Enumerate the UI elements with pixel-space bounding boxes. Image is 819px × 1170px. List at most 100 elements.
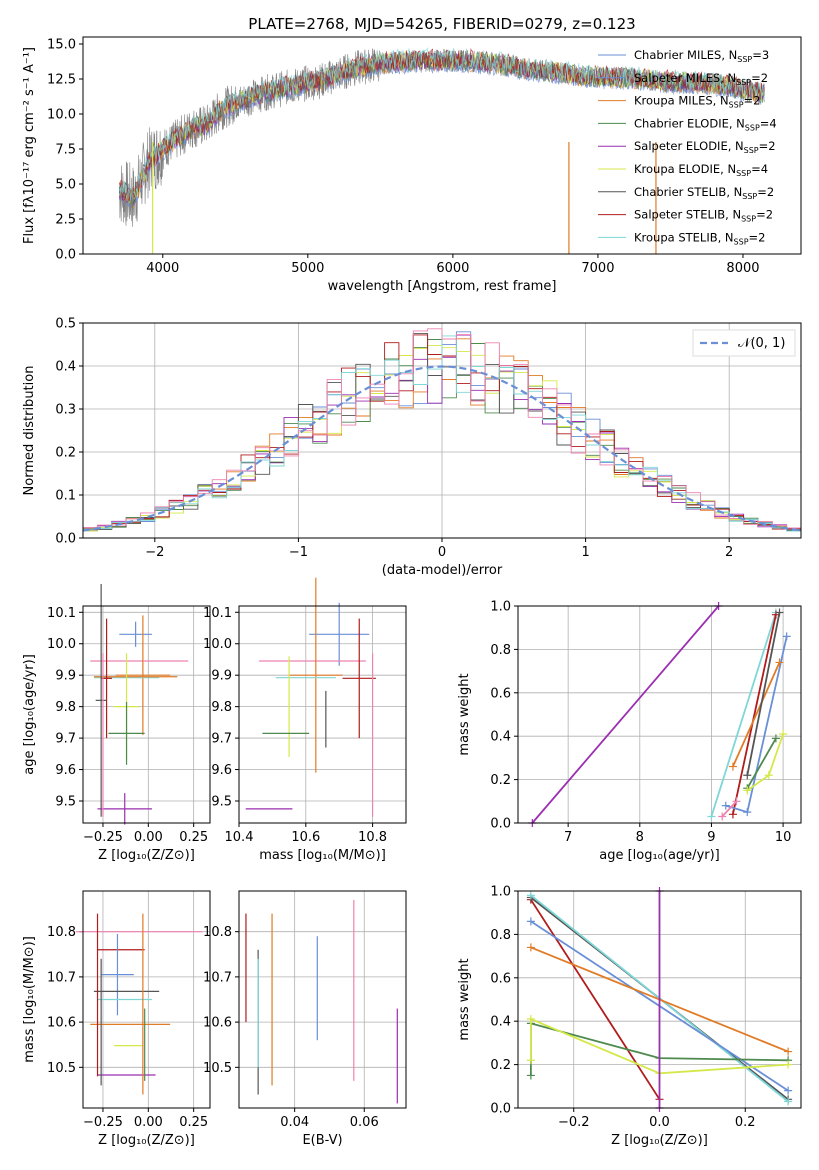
x-tick-label: 8000 <box>726 261 759 276</box>
x-tick-label: −2 <box>145 545 164 560</box>
weight-marker <box>782 632 791 641</box>
plot-frame <box>238 605 407 824</box>
x-tick-label: 6000 <box>436 261 469 276</box>
weight-line-2 <box>732 614 777 815</box>
legend-entry: Salpeter STELIB, NSSP=2 <box>634 208 773 224</box>
y-tick-label: 0.0 <box>55 532 76 547</box>
weight-line-8 <box>721 800 738 818</box>
x-tick-label: 2 <box>725 545 733 560</box>
y-tick-label: 10.0 <box>203 637 232 652</box>
weight-marker <box>721 801 730 810</box>
x-tick-label: 4000 <box>146 261 179 276</box>
y-axis-label: age [log₁₀(age/yr)] <box>22 654 37 775</box>
x-tick-label: −0.25 <box>83 1115 123 1130</box>
y-tick-label: 10.8 <box>47 925 76 940</box>
weight-marker <box>743 786 752 795</box>
plot-frame <box>82 890 211 1109</box>
normal-curve <box>83 365 801 532</box>
x-axis-label: wavelength [Angstrom, rest frame] <box>328 279 557 294</box>
weight-marker <box>728 762 737 771</box>
model-spectrum-8 <box>118 47 765 201</box>
weight-marker <box>771 734 780 743</box>
weight-line-7 <box>746 612 781 776</box>
y-tick-label: 9.6 <box>211 763 232 778</box>
x-tick-label: 1 <box>581 545 589 560</box>
legend-subscript: SSP <box>741 215 756 224</box>
legend-tail: =3 <box>752 48 769 62</box>
y-axis-label: mass [log₁₀(M/M⊙)] <box>22 936 37 1063</box>
x-tick-label: 9 <box>707 830 715 845</box>
weight-marker <box>728 810 737 819</box>
y-tick-label: 0.4 <box>490 730 511 745</box>
legend-subscript: SSP <box>742 192 757 201</box>
y-tick-label: 9.5 <box>55 794 76 809</box>
weight-line-0 <box>531 605 720 824</box>
y-tick-label: 9.9 <box>55 669 76 684</box>
legend-tail: =2 <box>744 94 761 108</box>
weight-marker <box>743 808 752 817</box>
y-tick-label: 0.2 <box>490 773 511 788</box>
y-tick-label: 12.5 <box>47 73 76 88</box>
legend-entry: Kroupa STELIB, NSSP=2 <box>634 230 765 246</box>
y-tick-label: 0.5 <box>55 317 76 332</box>
x-tick-label: 0.25 <box>179 1115 208 1130</box>
y-axis-label: Flux [fλ10⁻¹⁷ erg cm⁻² s⁻¹ A⁻¹] <box>22 47 37 244</box>
weight-line-6 <box>530 1017 789 1075</box>
x-tick-label: 0.25 <box>179 830 208 845</box>
panel-4: 7 8 9 10 0.0 0.2 0.4 0.6 0.8 1.0 age [log₁₀(age/yr… <box>457 600 801 863</box>
y-tick-label: 9.9 <box>211 669 232 684</box>
plot-frame <box>82 322 802 539</box>
weight-marker <box>784 1060 793 1069</box>
model-spectrum-7 <box>118 47 765 202</box>
y-tick-label: 10.0 <box>47 108 76 123</box>
legend-subscript: SSP <box>745 123 760 132</box>
spectrum-lines <box>118 47 765 254</box>
x-tick-label: 0 <box>438 545 446 560</box>
y-tick-label: 0.6 <box>490 971 511 986</box>
y-tick-label: 0.4 <box>490 1015 511 1030</box>
legend-entry: Chabrier ELODIE, NSSP=4 <box>634 116 777 132</box>
y-tick-label: 0.8 <box>490 643 511 658</box>
y-tick-label: 5.0 <box>55 178 76 193</box>
legend-entry: Chabrier MILES, NSSP=3 <box>634 48 769 64</box>
weight-marker <box>526 917 535 926</box>
y-tick-label: 1.0 <box>490 885 511 900</box>
legend-tail: =2 <box>751 71 768 85</box>
y-tick-label: 9.8 <box>55 700 76 715</box>
y-tick-label: 10.1 <box>47 606 76 621</box>
weight-marker <box>526 1056 535 1065</box>
weight-marker <box>526 943 535 952</box>
legend-tail: =2 <box>759 139 776 153</box>
legend-tail: =4 <box>751 162 768 176</box>
weight-marker <box>784 1097 793 1106</box>
legend-subscript: SSP <box>734 237 749 246</box>
y-tick-label: 9.6 <box>55 763 76 778</box>
x-axis-label: Z [log₁₀(Z/Z⊙)] <box>98 848 195 863</box>
y-tick-label: 10.6 <box>203 1016 232 1031</box>
x-tick-label: 7000 <box>581 261 614 276</box>
y-tick-label: 10.5 <box>47 1061 76 1076</box>
plot-frame <box>238 890 407 1109</box>
y-tick-label: 10.0 <box>47 637 76 652</box>
x-tick-label: 8 <box>636 830 644 845</box>
x-axis-label: mass [log₁₀(M/M⊙)] <box>259 848 386 863</box>
y-tick-label: 0.1 <box>55 489 76 504</box>
x-tick-label: 10.6 <box>291 830 320 845</box>
panel-2: −0.25 0.00 0.25 9.5 9.6 9.7 9.8 9.9 10.0 10.1 Z [l… <box>22 583 210 863</box>
weight-marker <box>779 730 788 739</box>
legend-subscript: SSP <box>737 55 752 64</box>
weight-marker <box>784 1047 793 1056</box>
y-tick-label: 9.7 <box>211 732 232 747</box>
y-tick-label: 0.0 <box>490 817 511 832</box>
x-tick-label: 0.00 <box>134 1115 163 1130</box>
legend-subscript: SSP <box>744 146 759 155</box>
x-axis-label: E(B-V) <box>302 1133 342 1148</box>
x-tick-label: 0.04 <box>280 1115 309 1130</box>
x-axis-label: Z [log₁₀(Z/Z⊙)] <box>98 1133 195 1148</box>
weight-marker <box>743 771 752 780</box>
x-tick-label: 0.06 <box>350 1115 379 1130</box>
x-tick-label: 10 <box>775 830 792 845</box>
y-axis-label: Normed distribution <box>22 366 37 496</box>
weight-line-5 <box>746 737 777 789</box>
